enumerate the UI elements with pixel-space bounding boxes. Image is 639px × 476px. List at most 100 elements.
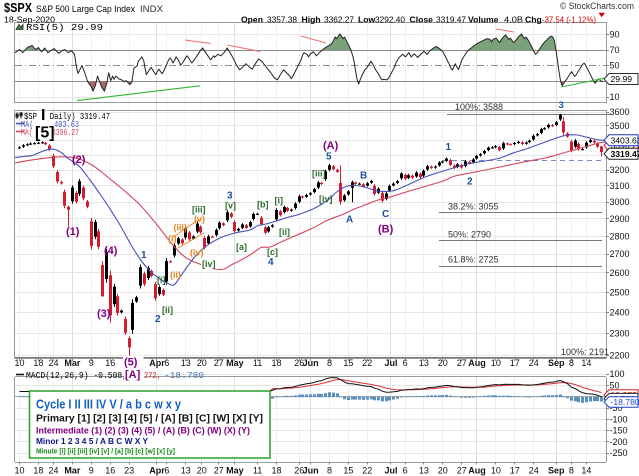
svg-text:8: 8 xyxy=(327,466,332,476)
svg-text:(iv): (iv) xyxy=(190,248,204,258)
svg-text:9: 9 xyxy=(89,466,94,476)
svg-text:(4): (4) xyxy=(104,245,118,257)
svg-text:[i]: [i] xyxy=(157,275,166,285)
svg-text:Apr: Apr xyxy=(149,466,165,476)
svg-text:22: 22 xyxy=(362,466,372,476)
svg-text:Close: Close xyxy=(410,15,434,25)
svg-text:C: C xyxy=(382,209,389,220)
svg-text:Sep: Sep xyxy=(548,358,565,368)
svg-text:[i]: [i] xyxy=(275,196,284,206)
svg-text:38.2%: 3055: 38.2%: 3055 xyxy=(448,202,499,212)
svg-text:© StockCharts.com: © StockCharts.com xyxy=(560,1,634,11)
svg-text:(v): (v) xyxy=(194,214,205,224)
svg-text:3362.27: 3362.27 xyxy=(324,15,354,25)
svg-text:6: 6 xyxy=(403,466,408,476)
svg-text:Cycle I II III IV V / a b c w: Cycle I II III IV V / a b c w x y xyxy=(36,397,182,412)
svg-text:3403.63: 3403.63 xyxy=(611,136,639,146)
svg-text:3500: 3500 xyxy=(610,121,630,131)
svg-text:-150: -150 xyxy=(610,426,628,436)
svg-text:S&P 500 Large Cap Index: S&P 500 Large Cap Index xyxy=(36,4,135,14)
svg-text:Intermediate (1) (2) (3) (4) (: Intermediate (1) (2) (3) (4) (5) / (A) (… xyxy=(36,426,250,436)
svg-text:2300: 2300 xyxy=(610,329,630,339)
svg-text:3: 3 xyxy=(227,191,233,202)
svg-text:18.272,: 18.272, xyxy=(131,371,161,381)
svg-text:INDX: INDX xyxy=(140,4,163,14)
svg-text:4: 4 xyxy=(268,257,274,268)
svg-text:Sep: Sep xyxy=(548,466,565,476)
svg-text:[iv]: [iv] xyxy=(202,259,216,269)
svg-text:24: 24 xyxy=(529,358,539,368)
svg-text:[ii]: [ii] xyxy=(162,305,173,315)
svg-text:3292.40: 3292.40 xyxy=(375,15,405,25)
svg-text:2500: 2500 xyxy=(610,287,630,297)
svg-text:27: 27 xyxy=(214,358,224,368)
svg-text:20: 20 xyxy=(197,358,207,368)
svg-text:14: 14 xyxy=(581,466,591,476)
svg-text:6: 6 xyxy=(403,358,408,368)
svg-text:3357.38: 3357.38 xyxy=(267,15,297,25)
svg-text:6: 6 xyxy=(164,358,169,368)
svg-text:27: 27 xyxy=(457,466,467,476)
svg-text:Apr: Apr xyxy=(149,358,165,368)
svg-text:11: 11 xyxy=(253,466,262,476)
svg-text:(2): (2) xyxy=(72,154,86,166)
svg-text:3319.47: 3319.47 xyxy=(436,15,466,25)
svg-text:[ii]: [ii] xyxy=(279,227,290,237)
svg-text:20: 20 xyxy=(197,466,207,476)
svg-text:1: 1 xyxy=(446,142,452,153)
svg-text:-100: -100 xyxy=(610,414,628,424)
svg-text:100%: 2191: 100%: 2191 xyxy=(561,347,609,357)
svg-text:(i): (i) xyxy=(168,234,177,244)
svg-text:100%: 3588: 100%: 3588 xyxy=(455,102,503,112)
svg-text:Minor 1 2 3 4 5 / A B C W X Y: Minor 1 2 3 4 5 / A B C W X Y xyxy=(36,436,148,446)
svg-text:2700: 2700 xyxy=(610,249,630,259)
svg-text:(B): (B) xyxy=(378,224,394,236)
svg-text:3319.47: 3319.47 xyxy=(611,149,639,159)
svg-text:10: 10 xyxy=(491,358,501,368)
svg-text:Minute [i] [ii] [iii] [iv] [v]: Minute [i] [ii] [iii] [iv] [v] / [a] [b]… xyxy=(36,447,175,456)
svg-text:100: 100 xyxy=(610,369,625,379)
svg-text:26: 26 xyxy=(294,358,304,368)
svg-text:Jun: Jun xyxy=(303,466,319,476)
svg-text:13: 13 xyxy=(181,358,191,368)
svg-text:(3): (3) xyxy=(97,308,111,320)
svg-text:RSI(5) 29.99: RSI(5) 29.99 xyxy=(26,22,103,33)
svg-text:$SPX: $SPX xyxy=(4,1,33,15)
svg-text:3600: 3600 xyxy=(610,107,630,117)
svg-text:-18.780: -18.780 xyxy=(164,371,204,381)
svg-text:(ii): (ii) xyxy=(170,270,181,280)
svg-text:3000: 3000 xyxy=(610,197,630,207)
svg-text:[iii]: [iii] xyxy=(192,205,206,215)
svg-text:9: 9 xyxy=(89,358,94,368)
svg-text:Jul: Jul xyxy=(384,358,397,368)
svg-text:Volume: Volume xyxy=(468,15,499,25)
svg-text:[b]: [b] xyxy=(257,200,269,210)
svg-text:2: 2 xyxy=(155,314,161,325)
svg-text:Chg: Chg xyxy=(525,15,542,25)
svg-text:18: 18 xyxy=(271,358,281,368)
svg-text:50: 50 xyxy=(610,61,620,71)
svg-text:2200: 2200 xyxy=(610,351,630,361)
svg-text:[v]: [v] xyxy=(225,201,236,211)
svg-text:Mar: Mar xyxy=(64,466,81,476)
svg-text:Aug: Aug xyxy=(468,466,486,476)
svg-text:MACD(12,26,9) -0.508,: MACD(12,26,9) -0.508, xyxy=(26,371,127,381)
svg-text:15: 15 xyxy=(343,358,353,368)
svg-text:(iii): (iii) xyxy=(174,223,188,233)
svg-text:18: 18 xyxy=(33,466,43,476)
svg-text:Primary [1] [2] [3] [4] [5] /: Primary [1] [2] [3] [4] [5] / [A] [B] [C… xyxy=(36,413,263,425)
svg-text:1: 1 xyxy=(141,250,147,261)
svg-text:[A]: [A] xyxy=(125,369,141,381)
svg-text:24: 24 xyxy=(48,358,58,368)
svg-text:3: 3 xyxy=(559,100,564,111)
svg-text:-200: -200 xyxy=(610,437,628,447)
svg-text:13: 13 xyxy=(181,466,191,476)
svg-text:8: 8 xyxy=(569,466,574,476)
svg-text:(1): (1) xyxy=(66,226,80,238)
svg-text:Aug: Aug xyxy=(468,358,486,368)
svg-text:Jul: Jul xyxy=(384,466,397,476)
svg-text:16: 16 xyxy=(105,358,115,368)
svg-text:17: 17 xyxy=(510,466,520,476)
svg-text:3100: 3100 xyxy=(610,181,630,191)
svg-text:[iv]: [iv] xyxy=(319,194,333,204)
